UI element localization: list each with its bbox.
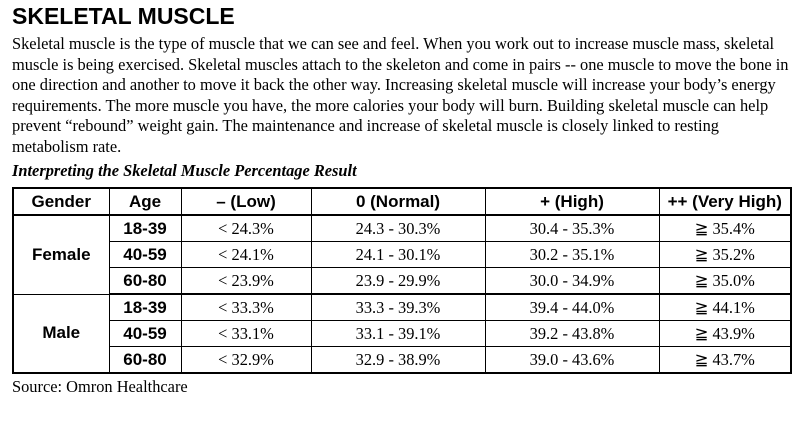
normal-cell: 24.3 - 30.3% xyxy=(310,214,486,242)
low-cell: < 24.3% xyxy=(180,214,312,242)
table-row: 60-80 < 32.9% 32.9 - 38.9% 39.0 - 43.6% … xyxy=(13,346,792,374)
table-row: 40-59 < 33.1% 33.1 - 39.1% 39.2 - 43.8% … xyxy=(13,320,792,347)
age-cell: 40-59 xyxy=(108,320,182,347)
very-high-cell: ≧ 35.2% xyxy=(658,241,792,268)
high-cell: 39.2 - 43.8% xyxy=(484,320,660,347)
age-cell: 18-39 xyxy=(108,293,182,321)
high-cell: 30.4 - 35.3% xyxy=(484,214,660,242)
source-note: Source: Omron Healthcare xyxy=(12,377,188,396)
normal-cell: 33.1 - 39.1% xyxy=(310,320,486,347)
header-very-high: ++ (Very High) xyxy=(658,187,792,216)
very-high-cell: ≧ 43.9% xyxy=(658,320,792,347)
low-cell: < 33.3% xyxy=(180,293,312,321)
high-cell: 39.4 - 44.0% xyxy=(484,293,660,321)
table-row: Male 18-39 < 33.3% 33.3 - 39.3% 39.4 - 4… xyxy=(12,293,792,374)
table-row: Female 18-39 < 24.3% 24.3 - 30.3% 30.4 -… xyxy=(12,214,792,295)
low-cell: < 33.1% xyxy=(180,320,312,347)
intro-paragraph: Skeletal muscle is the type of muscle th… xyxy=(12,34,789,156)
high-cell: 30.0 - 34.9% xyxy=(484,267,660,295)
age-cell: 40-59 xyxy=(108,241,182,268)
low-cell: < 24.1% xyxy=(180,241,312,268)
table-header-row: Gender Age – (Low) 0 (Normal) + (High) +… xyxy=(12,187,792,216)
very-high-cell: ≧ 35.4% xyxy=(658,214,792,242)
high-cell: 39.0 - 43.6% xyxy=(484,346,660,374)
table-caption: Interpreting the Skeletal Muscle Percent… xyxy=(12,161,357,180)
age-cell: 60-80 xyxy=(108,346,182,374)
age-cell: 18-39 xyxy=(108,214,182,242)
very-high-cell: ≧ 44.1% xyxy=(658,293,792,321)
header-age: Age xyxy=(108,187,182,216)
table-row: 40-59 < 24.1% 24.1 - 30.1% 30.2 - 35.1% … xyxy=(13,241,792,268)
low-cell: < 32.9% xyxy=(180,346,312,374)
header-high: + (High) xyxy=(484,187,660,216)
age-cell: 60-80 xyxy=(108,267,182,295)
header-gender: Gender xyxy=(12,187,110,216)
normal-cell: 24.1 - 30.1% xyxy=(310,241,486,268)
header-normal: 0 (Normal) xyxy=(310,187,486,216)
table-row: 60-80 < 23.9% 23.9 - 29.9% 30.0 - 34.9% … xyxy=(13,267,792,295)
low-cell: < 23.9% xyxy=(180,267,312,295)
normal-cell: 32.9 - 38.9% xyxy=(310,346,486,374)
very-high-cell: ≧ 35.0% xyxy=(658,267,792,295)
gender-cell-female: Female xyxy=(12,214,110,295)
very-high-cell: ≧ 43.7% xyxy=(658,346,792,374)
normal-cell: 33.3 - 39.3% xyxy=(310,293,486,321)
header-low: – (Low) xyxy=(180,187,312,216)
normal-cell: 23.9 - 29.9% xyxy=(310,267,486,295)
high-cell: 30.2 - 35.1% xyxy=(484,241,660,268)
document-page: SKELETAL MUSCLE Skeletal muscle is the t… xyxy=(12,3,792,397)
page-title: SKELETAL MUSCLE xyxy=(12,3,235,29)
gender-cell-male: Male xyxy=(12,293,110,374)
skeletal-muscle-table: Gender Age – (Low) 0 (Normal) + (High) +… xyxy=(12,187,792,374)
